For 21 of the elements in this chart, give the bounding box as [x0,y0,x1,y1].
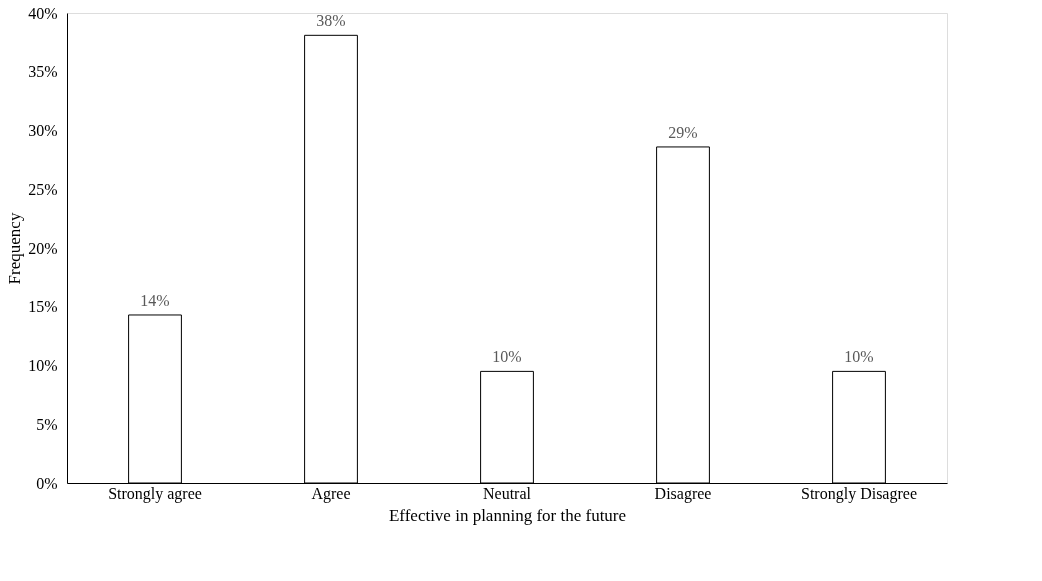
y-tick-label: 15% [28,298,58,316]
x-axis-title: Effective in planning for the future [388,505,627,525]
data-label: 10% [492,348,522,366]
y-axis-title: Frequency [5,212,25,285]
data-label: 38% [316,12,346,30]
y-tick-label: 40% [28,4,58,22]
y-tick-label: 25% [28,180,58,198]
data-label: 29% [668,123,698,141]
y-tick-label: 20% [28,239,58,257]
x-tick-label: Strongly agree [108,484,202,503]
x-tick-label: Agree [311,484,351,503]
x-tick-label: Strongly Disagree [801,484,917,503]
y-tick-label: 10% [28,357,58,374]
x-tick-label: Disagree [654,484,712,503]
y-tick-label: 35% [28,63,58,81]
data-label: 10% [844,348,874,366]
y-tick-label: 5% [36,415,58,433]
x-tick-label: Neutral [483,484,532,502]
y-tick-label: 0% [36,474,58,492]
data-label: 14% [140,291,170,309]
y-tick-label: 30% [28,122,58,139]
